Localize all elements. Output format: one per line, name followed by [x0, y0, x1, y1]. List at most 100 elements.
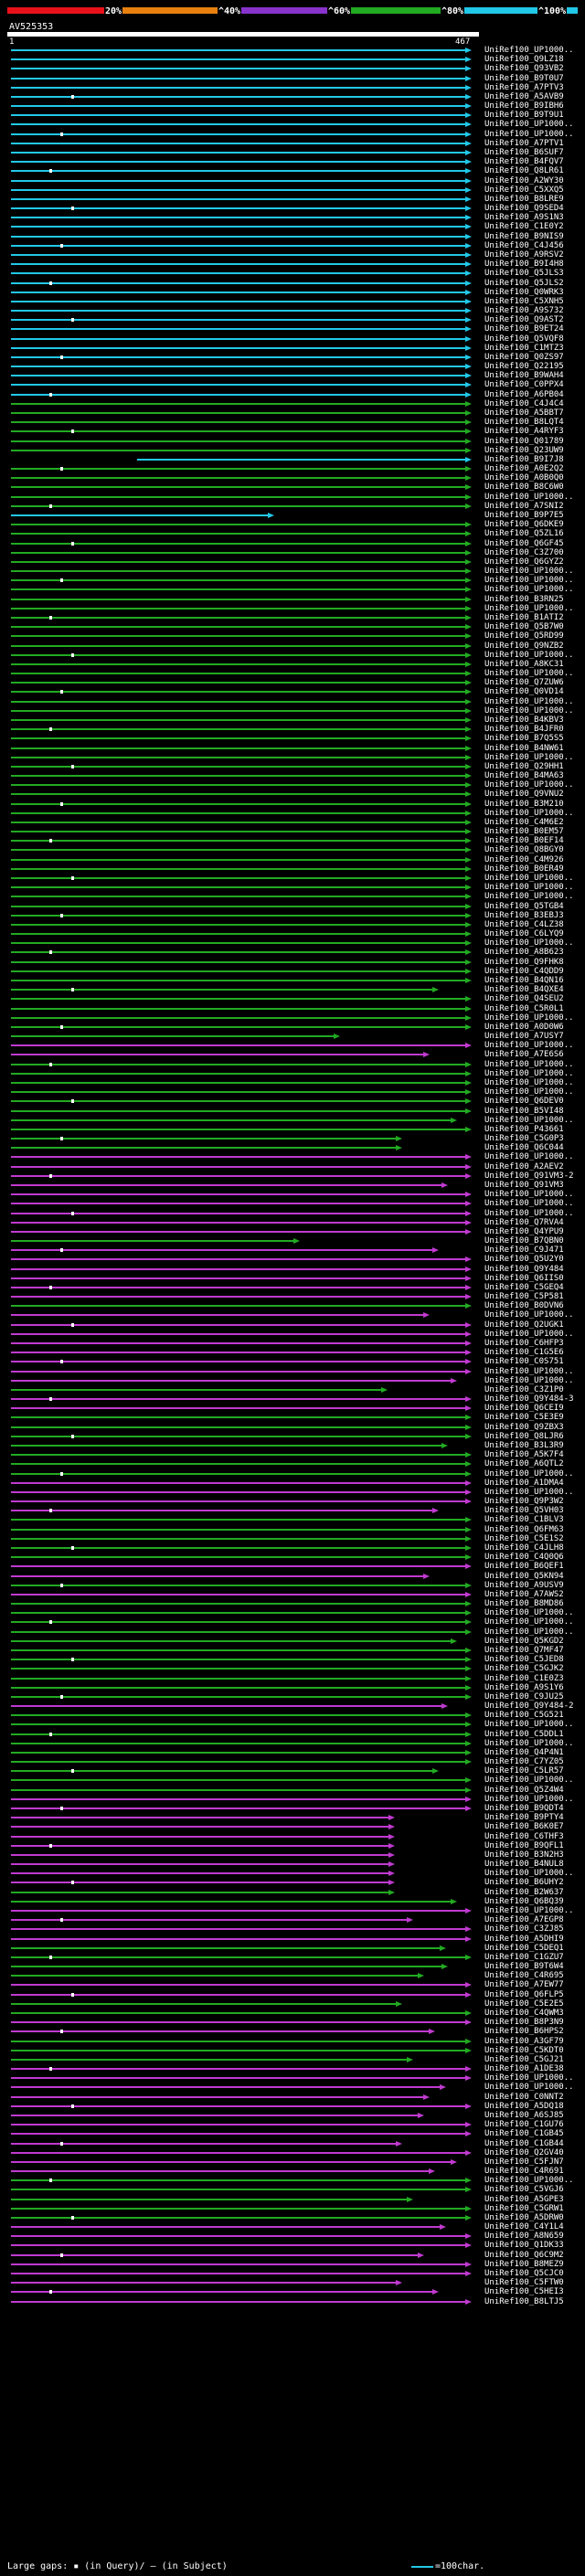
hit-label[interactable]: UniRef100_UP1000.. — [484, 130, 574, 139]
hit-label[interactable]: UniRef100_UP1000.. — [484, 1376, 574, 1385]
hit-label[interactable]: UniRef100_UP1000.. — [484, 1906, 574, 1915]
hit-label[interactable]: UniRef100_A5DHI9 — [484, 1935, 564, 1944]
hit-label[interactable]: UniRef100_Q91VM3 — [484, 1181, 564, 1190]
hit-label[interactable]: UniRef100_Q1DK33 — [484, 2241, 564, 2250]
hit-label[interactable]: UniRef100_C4M6E2 — [484, 818, 564, 827]
hit-label[interactable]: UniRef100_C4LZ38 — [484, 920, 564, 929]
hit-label[interactable]: UniRef100_C3Z1P0 — [484, 1385, 564, 1394]
hit-label[interactable]: UniRef100_Q2UGK1 — [484, 1320, 564, 1330]
hit-label[interactable]: UniRef100_UP1000.. — [484, 780, 574, 790]
hit-label[interactable]: UniRef100_Q6C044 — [484, 1143, 564, 1152]
hit-label[interactable]: UniRef100_B8LTJ5 — [484, 2297, 564, 2306]
hit-label[interactable]: UniRef100_A3GF79 — [484, 2037, 564, 2046]
hit-label[interactable]: UniRef100_UP1000.. — [484, 493, 574, 502]
hit-label[interactable]: UniRef100_C1GU76 — [484, 2120, 564, 2129]
hit-label[interactable]: UniRef100_A7EW77 — [484, 1980, 564, 1989]
hit-label[interactable]: UniRef100_UP1000.. — [484, 697, 574, 706]
hit-label[interactable]: UniRef100_A9S1N3 — [484, 213, 564, 222]
hit-label[interactable]: UniRef100_Q6GF45 — [484, 539, 564, 548]
hit-label[interactable]: UniRef100_UP1000.. — [484, 2083, 574, 2092]
hit-label[interactable]: UniRef100_C1E0Z3 — [484, 1674, 564, 1683]
hit-label[interactable]: UniRef100_B9T0U7 — [484, 74, 564, 83]
hit-label[interactable]: UniRef100_C5HEI3 — [484, 2287, 564, 2296]
hit-label[interactable]: UniRef100_UP1000.. — [484, 1209, 574, 1218]
hit-label[interactable]: UniRef100_B9QFL1 — [484, 1841, 564, 1850]
hit-label[interactable]: UniRef100_Q9Y484-3 — [484, 1394, 574, 1404]
hit-label[interactable]: UniRef100_C4J456 — [484, 241, 564, 250]
hit-label[interactable]: UniRef100_UP1000.. — [484, 753, 574, 762]
hit-label[interactable]: UniRef100_B8MEZ9 — [484, 2260, 564, 2269]
hit-label[interactable]: UniRef100_B3EBJ3 — [484, 911, 564, 920]
hit-label[interactable]: UniRef100_Q6FM63 — [484, 1525, 564, 1534]
hit-label[interactable]: UniRef100_UP1000.. — [484, 706, 574, 716]
hit-label[interactable]: UniRef100_A0B0Q0 — [484, 473, 564, 482]
hit-label[interactable]: UniRef100_B9PTY4 — [484, 1813, 564, 1822]
hit-label[interactable]: UniRef100_Q91VM3-2 — [484, 1171, 574, 1181]
hit-label[interactable]: UniRef100_C1GZU7 — [484, 1953, 564, 1962]
hit-label[interactable]: UniRef100_UP1000.. — [484, 1795, 574, 1804]
hit-label[interactable]: UniRef100_C5GEQ4 — [484, 1283, 564, 1292]
hit-label[interactable]: UniRef100_A7SNI2 — [484, 502, 564, 511]
hit-label[interactable]: UniRef100_C4M926 — [484, 855, 564, 864]
hit-label[interactable]: UniRef100_B6UHY2 — [484, 1878, 564, 1887]
hit-label[interactable]: UniRef100_A7AWS2 — [484, 1590, 564, 1599]
hit-label[interactable]: UniRef100_UP1000.. — [484, 1739, 574, 1748]
hit-label[interactable]: UniRef100_Q8LR61 — [484, 166, 564, 175]
hit-label[interactable]: UniRef100_B7QBN0 — [484, 1236, 564, 1246]
hit-label[interactable]: UniRef100_C1BLV3 — [484, 1515, 564, 1524]
hit-label[interactable]: UniRef100_C5GJ21 — [484, 2055, 564, 2064]
hit-label[interactable]: UniRef100_B4NUL8 — [484, 1860, 564, 1869]
hit-label[interactable]: UniRef100_Q2GV40 — [484, 2148, 564, 2157]
hit-label[interactable]: UniRef100_A6SJ85 — [484, 2111, 564, 2120]
hit-label[interactable]: UniRef100_Q9Y484-2 — [484, 1701, 574, 1711]
hit-label[interactable]: UniRef100_A5GPE3 — [484, 2195, 564, 2204]
hit-label[interactable]: UniRef100_B9I7J8 — [484, 455, 564, 464]
hit-label[interactable]: UniRef100_Q6IIS0 — [484, 1274, 564, 1283]
hit-label[interactable]: UniRef100_B3L3R9 — [484, 1441, 564, 1450]
hit-label[interactable]: UniRef100_A1DMA4 — [484, 1479, 564, 1488]
hit-label[interactable]: UniRef100_C5GRW1 — [484, 2204, 564, 2213]
hit-label[interactable]: UniRef100_UP1000.. — [484, 585, 574, 594]
hit-label[interactable]: UniRef100_B9T6W4 — [484, 1962, 564, 1971]
hit-label[interactable]: UniRef100_C4QDD9 — [484, 967, 564, 976]
hit-label[interactable]: UniRef100_Q9Y484 — [484, 1265, 564, 1274]
hit-label[interactable]: UniRef100_UP1000.. — [484, 1069, 574, 1078]
hit-label[interactable]: UniRef100_B9QDT4 — [484, 1804, 564, 1813]
hit-label[interactable]: UniRef100_A2AEV2 — [484, 1162, 564, 1171]
hit-label[interactable]: UniRef100_C5P581 — [484, 1292, 564, 1301]
hit-label[interactable]: UniRef100_C5FJN7 — [484, 2157, 564, 2167]
hit-label[interactable]: UniRef100_UP1000.. — [484, 938, 574, 948]
hit-label[interactable]: UniRef100_UP1000.. — [484, 892, 574, 901]
hit-label[interactable]: UniRef100_UP1000.. — [484, 1013, 574, 1023]
hit-label[interactable]: UniRef100_UP1000.. — [484, 120, 574, 129]
hit-label[interactable]: UniRef100_UP1000.. — [484, 883, 574, 892]
hit-label[interactable]: UniRef100_Q6GYZ2 — [484, 557, 564, 567]
hit-label[interactable]: UniRef100_Q93VB2 — [484, 64, 564, 73]
hit-label[interactable]: UniRef100_UP1000.. — [484, 1720, 574, 1729]
hit-label[interactable]: UniRef100_B0DVN6 — [484, 1301, 564, 1310]
hit-label[interactable]: UniRef100_Q6C9M2 — [484, 2251, 564, 2260]
hit-label[interactable]: UniRef100_A1DE38 — [484, 2064, 564, 2073]
hit-label[interactable]: UniRef100_C4R691 — [484, 2167, 564, 2176]
hit-label[interactable]: UniRef100_B0EF14 — [484, 836, 564, 845]
hit-label[interactable]: UniRef100_B7Q5S5 — [484, 734, 564, 743]
hit-label[interactable]: UniRef100_B9P7E5 — [484, 511, 564, 520]
hit-label[interactable]: UniRef100_B8P3N9 — [484, 2018, 564, 2027]
hit-label[interactable]: UniRef100_Q6FLP5 — [484, 1990, 564, 1999]
hit-label[interactable]: UniRef100_Q22195 — [484, 362, 564, 371]
hit-label[interactable]: UniRef100_Q9NZB2 — [484, 641, 564, 651]
hit-label[interactable]: UniRef100_UP1000.. — [484, 1617, 574, 1627]
hit-label[interactable]: UniRef100_UP1000.. — [484, 1078, 574, 1087]
hit-label[interactable]: UniRef100_B9WAH4 — [484, 371, 564, 380]
hit-label[interactable]: UniRef100_Q5TGB4 — [484, 902, 564, 911]
hit-label[interactable]: UniRef100_A6PB04 — [484, 390, 564, 399]
hit-label[interactable]: UniRef100_B4KBV3 — [484, 716, 564, 725]
hit-label[interactable]: UniRef100_Q7MF47 — [484, 1646, 564, 1655]
hit-label[interactable]: UniRef100_C6THF3 — [484, 1832, 564, 1841]
hit-label[interactable]: UniRef100_UP1000.. — [484, 1367, 574, 1376]
hit-label[interactable]: UniRef100_A7E6S6 — [484, 1050, 564, 1059]
hit-label[interactable]: UniRef100_B1ATI2 — [484, 613, 564, 622]
hit-label[interactable]: UniRef100_UP1000.. — [484, 1190, 574, 1199]
hit-label[interactable]: UniRef100_Q8LJR6 — [484, 1432, 564, 1441]
hit-label[interactable]: UniRef100_B4QN16 — [484, 976, 564, 985]
